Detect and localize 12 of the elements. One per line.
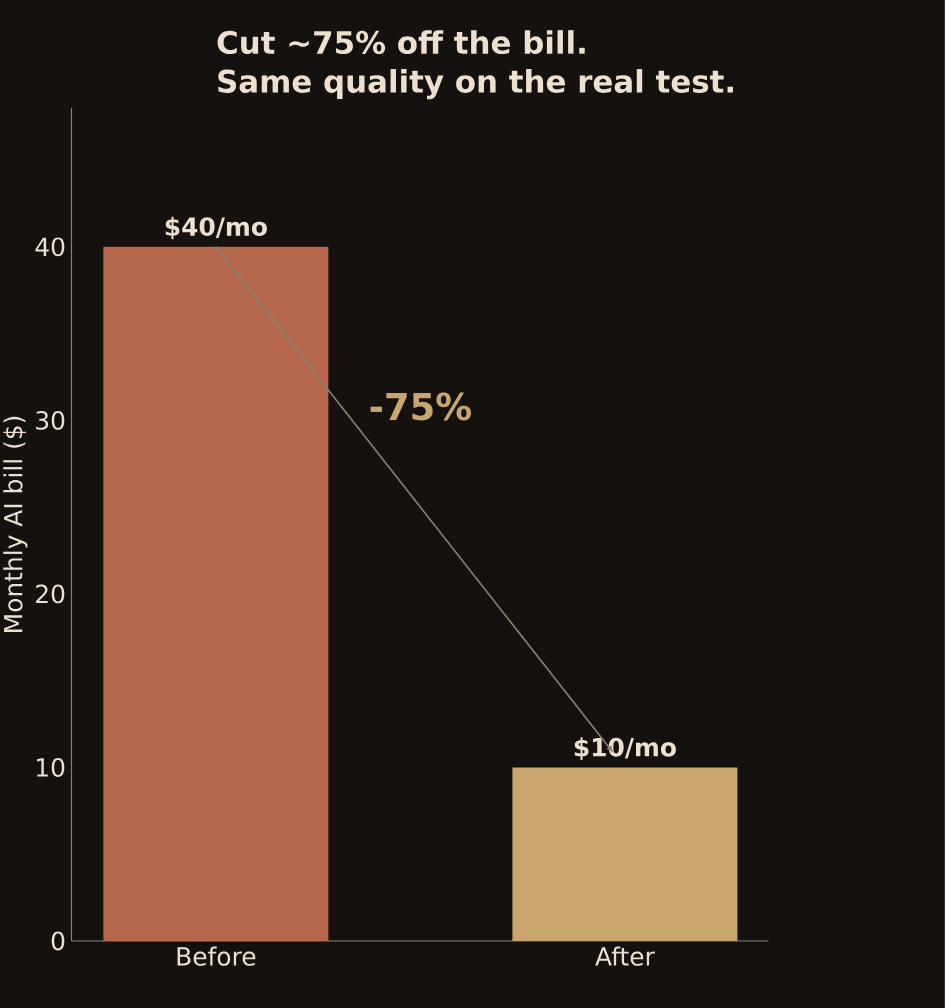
y-tick-label: 10: [37, 758, 65, 777]
chart-title: Cut ~75% off the bill. Same quality on the real test.: [217, 30, 734, 100]
y-tick-label: 30: [36, 410, 65, 430]
x-tick-label: After: [595, 946, 655, 966]
y-tick-label: 0: [51, 931, 65, 951]
y-axis-title: Monthly AI bill ($): [3, 416, 28, 632]
x-tick-label: Before: [177, 946, 256, 966]
y-tick-label: 20: [36, 584, 65, 604]
data-label: $10/mo: [574, 737, 676, 760]
y-tick-label: 40: [35, 237, 65, 257]
data-label: $40/mo: [165, 216, 267, 240]
annotation: -75%: [370, 392, 472, 421]
